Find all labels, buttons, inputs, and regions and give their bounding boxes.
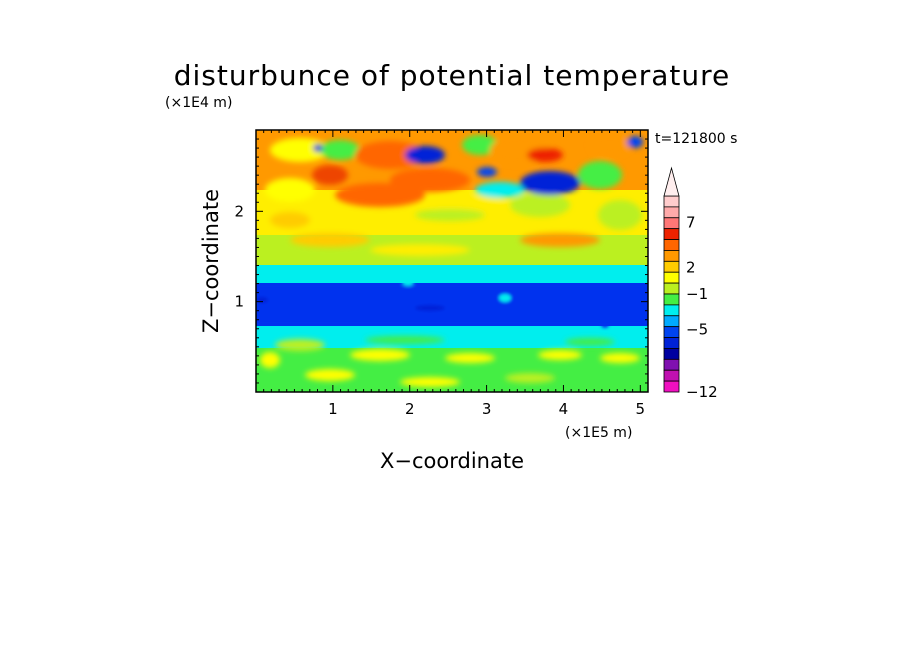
colorbar-extend-arrow: [663, 166, 680, 197]
x-tick-label: 5: [636, 400, 646, 418]
colorbar-swatch: [663, 315, 680, 328]
colorbar-swatch: [663, 358, 680, 371]
x-scale-label: (×1E5 m): [565, 425, 632, 441]
colorbar-swatch: [663, 271, 680, 284]
y-tick-label: 1: [234, 293, 244, 311]
colorbar-swatch: [663, 326, 680, 338]
x-tick-label: 3: [482, 400, 492, 418]
colorbar: −12−5−127: [663, 166, 718, 401]
heatmap-field: [256, 130, 648, 392]
colorbar-swatch: [663, 380, 680, 393]
y-axis-ticks: 12: [234, 129, 648, 384]
y-axis-label: Z−coordinate: [199, 189, 223, 333]
colorbar-swatch: [663, 369, 680, 382]
colorbar-swatch: [663, 239, 680, 251]
colorbar-swatch: [663, 206, 680, 219]
colorbar-swatch: [663, 282, 680, 295]
colorbar-swatch: [663, 260, 680, 273]
colorbar-swatch: [663, 304, 680, 317]
colorbar-swatch: [663, 228, 680, 240]
time-label: t=121800 s: [655, 131, 737, 147]
colorbar-swatch: [663, 217, 680, 230]
x-tick-label: 2: [405, 400, 415, 418]
colorbar-swatch: [663, 293, 680, 306]
x-tick-label: 1: [328, 400, 338, 418]
x-tick-label: 4: [559, 400, 569, 418]
colorbar-tick-label: −5: [686, 321, 708, 339]
x-axis-ticks: 1 2 3 4 5: [263, 130, 649, 418]
colorbar-tick-label: −12: [686, 383, 718, 401]
colorbar-swatch: [663, 348, 680, 360]
y-tick-label: 2: [234, 202, 244, 220]
colorbar-swatch: [663, 337, 680, 349]
x-axis-label: X−coordinate: [380, 449, 524, 473]
chart-title: disturbunce of potential temperature: [174, 59, 731, 92]
colorbar-tick-label: 7: [686, 214, 696, 232]
colorbar-swatch: [663, 250, 680, 262]
plot-frame: [255, 129, 649, 393]
colorbar-swatch: [663, 195, 680, 208]
colorbar-tick-label: 2: [686, 258, 696, 276]
colorbar-tick-label: −1: [686, 285, 708, 303]
y-scale-label: (×1E4 m): [165, 95, 232, 111]
